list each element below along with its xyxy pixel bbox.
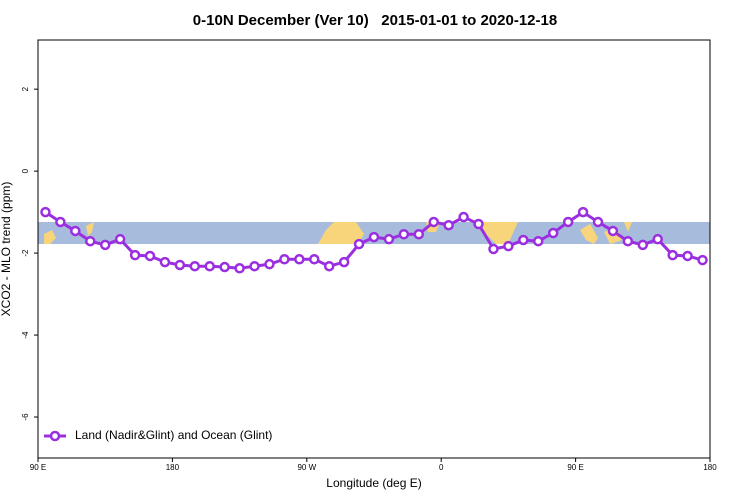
point	[697, 254, 708, 266]
point	[189, 260, 201, 272]
y-axis-label: XCO2 - MLO trend (ppm)	[0, 182, 13, 317]
point	[323, 260, 335, 272]
point	[518, 234, 529, 246]
point	[309, 253, 320, 265]
legend-label: Land (Nadir&Glint) and Ocean (Glint)	[75, 428, 272, 442]
point	[159, 256, 171, 268]
point	[249, 260, 260, 272]
point	[144, 250, 156, 262]
x-tick-label: 0	[439, 463, 444, 472]
point	[398, 228, 410, 240]
point	[547, 227, 559, 239]
point	[682, 250, 693, 262]
x-tick-label: 180	[703, 463, 717, 472]
y-tick-label: -4	[21, 331, 30, 339]
point	[70, 225, 81, 237]
point	[279, 253, 290, 265]
point	[338, 256, 350, 268]
point	[129, 249, 141, 261]
x-axis-label: Longitude (deg E)	[326, 476, 421, 490]
point	[607, 225, 619, 237]
point	[99, 239, 111, 251]
point	[114, 233, 126, 245]
plot-frame	[37, 39, 711, 459]
point	[652, 233, 663, 245]
point	[353, 238, 365, 250]
point	[443, 219, 454, 231]
y-tick-label: 0	[21, 168, 30, 173]
point	[622, 235, 634, 247]
point	[40, 206, 51, 218]
point	[234, 263, 245, 274]
point	[294, 253, 305, 265]
point	[85, 235, 96, 247]
point	[473, 218, 484, 230]
point	[577, 206, 589, 218]
x-tick-label: 90 E	[30, 463, 46, 472]
point	[264, 258, 275, 270]
x-tick-label: 90 E	[567, 463, 583, 472]
point	[413, 228, 425, 240]
point	[204, 260, 215, 272]
legend-marker	[49, 430, 61, 442]
point	[637, 239, 649, 251]
point	[368, 231, 380, 243]
point	[219, 261, 230, 273]
point	[174, 259, 186, 271]
point	[533, 235, 544, 247]
point	[383, 233, 395, 245]
point	[488, 243, 499, 255]
point	[667, 249, 678, 261]
point	[592, 216, 604, 228]
x-tick-label: 90 W	[297, 463, 316, 472]
point	[458, 211, 469, 223]
y-tick-label: 2	[21, 86, 30, 91]
x-tick-label: 180	[166, 463, 180, 472]
chart-title: 0-10N December (Ver 10) 2015-01-01 to 20…	[193, 12, 557, 29]
point	[55, 216, 66, 228]
y-tick-label: -6	[21, 413, 30, 421]
y-tick-label: -2	[21, 249, 30, 257]
point	[503, 240, 514, 252]
point	[428, 216, 439, 228]
point	[562, 216, 574, 228]
